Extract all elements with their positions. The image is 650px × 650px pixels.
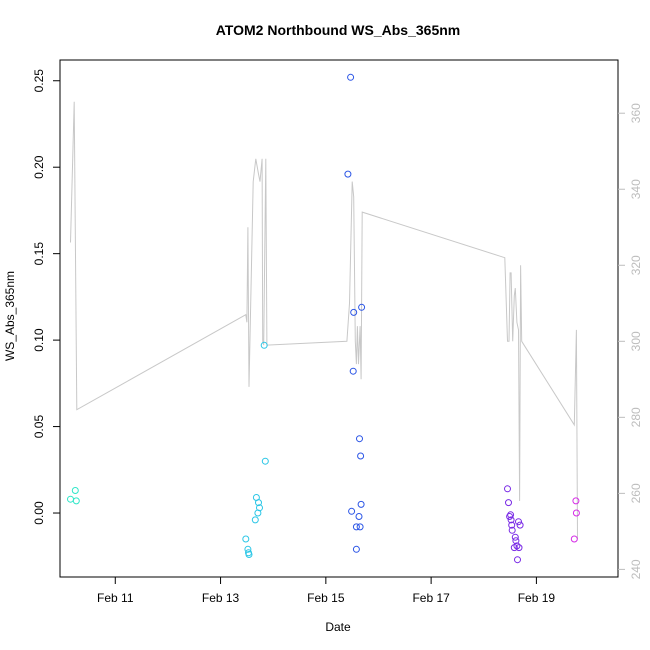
right-tick-label: 240 xyxy=(629,559,643,579)
scatter-points xyxy=(67,73,580,564)
data-point xyxy=(72,497,80,505)
x-tick-label: Feb 13 xyxy=(202,591,240,605)
data-point xyxy=(357,452,365,460)
right-tick-label: 280 xyxy=(629,407,643,427)
data-point xyxy=(349,367,357,375)
data-point xyxy=(516,521,524,529)
data-point xyxy=(507,516,515,524)
data-point xyxy=(242,535,250,543)
data-point xyxy=(67,495,74,503)
data-point xyxy=(356,435,363,443)
data-point xyxy=(570,535,578,543)
data-point xyxy=(511,533,519,541)
y-axis-label: WS_Abs_365nm xyxy=(3,271,17,361)
data-point xyxy=(357,500,365,508)
data-point xyxy=(504,485,511,493)
data-point xyxy=(358,303,366,311)
data-point xyxy=(572,509,580,517)
data-point xyxy=(515,518,522,526)
x-tick-label: Feb 15 xyxy=(307,591,345,605)
data-point xyxy=(260,341,268,349)
x-tick-label: Feb 19 xyxy=(518,591,556,605)
y-tick-label: 0.00 xyxy=(32,501,46,525)
y-tick-label: 0.05 xyxy=(32,415,46,439)
x-axis-label: Date xyxy=(325,620,351,634)
data-point xyxy=(261,457,269,465)
data-point xyxy=(256,504,263,512)
right-axis: 240 260 280 300 320 340 360 xyxy=(618,103,643,579)
y-tick-label: 0.15 xyxy=(32,242,46,266)
data-point xyxy=(355,513,363,520)
data-point xyxy=(348,507,356,515)
right-tick-label: 340 xyxy=(629,179,643,199)
data-point xyxy=(513,542,521,550)
data-point xyxy=(505,499,512,507)
data-point xyxy=(506,513,514,520)
y-axis: 0.00 0.05 0.10 0.15 0.20 0.25 xyxy=(32,69,60,525)
right-tick-label: 320 xyxy=(629,255,643,275)
data-point xyxy=(572,497,580,505)
data-point xyxy=(251,516,259,524)
data-point xyxy=(255,499,262,507)
data-point xyxy=(514,556,521,564)
right-tick-label: 360 xyxy=(629,103,643,123)
data-point xyxy=(508,526,516,534)
y-tick-label: 0.10 xyxy=(32,328,46,352)
y-tick-label: 0.20 xyxy=(32,155,46,179)
data-point xyxy=(512,537,520,545)
x-tick-label: Feb 17 xyxy=(412,591,450,605)
data-point xyxy=(244,545,252,553)
right-series-path xyxy=(70,101,578,540)
data-point xyxy=(507,511,515,519)
chart-title: ATOM2 Northbound WS_Abs_365nm xyxy=(216,22,461,38)
x-axis: Feb 11 Feb 13 Feb 15 Feb 17 Feb 19 xyxy=(97,577,555,605)
right-series-line xyxy=(70,101,578,540)
data-point xyxy=(347,73,355,81)
right-tick-label: 300 xyxy=(629,331,643,351)
data-point xyxy=(71,487,79,494)
plot-frame xyxy=(59,59,619,578)
data-point xyxy=(515,544,523,552)
data-point xyxy=(245,551,253,558)
y-tick-label: 0.25 xyxy=(32,69,46,93)
data-point xyxy=(344,170,352,178)
data-point xyxy=(508,521,516,529)
data-point xyxy=(350,308,358,316)
data-point xyxy=(356,523,364,531)
data-point xyxy=(352,545,360,553)
data-point xyxy=(352,523,360,531)
x-tick-label: Feb 11 xyxy=(97,591,134,605)
right-tick-label: 260 xyxy=(629,483,643,503)
